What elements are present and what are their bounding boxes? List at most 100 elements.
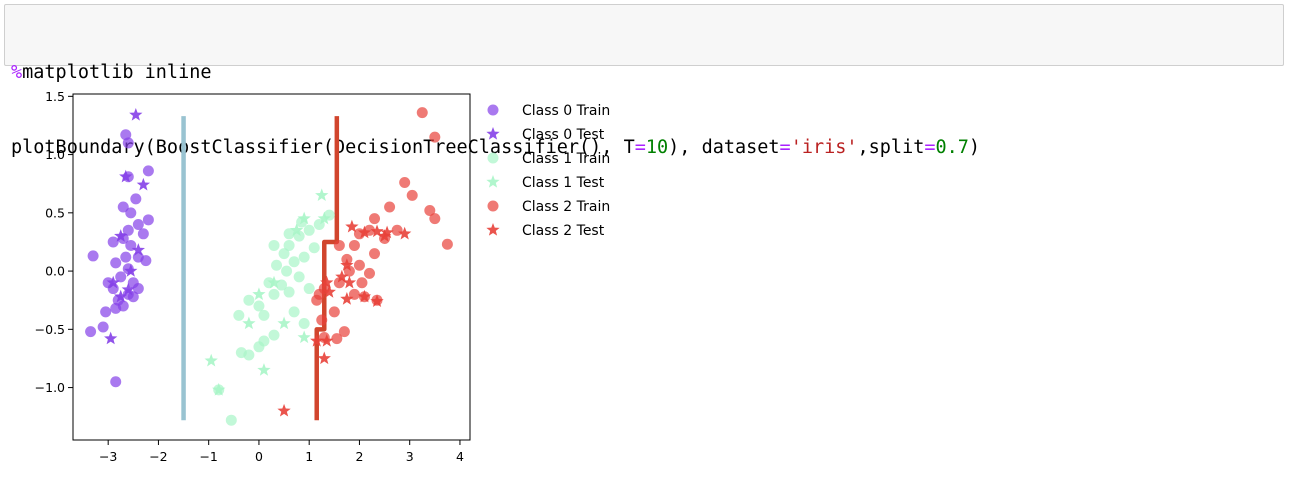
point-class-1-train xyxy=(271,259,283,271)
code-cell[interactable]: %matplotlib inline plotBoundary(BoostCla… xyxy=(4,4,1284,158)
y-tick-label: −0.5 xyxy=(35,322,65,337)
code-punct-1: ), xyxy=(668,137,702,158)
legend-marker xyxy=(486,175,500,188)
point-class-2-train xyxy=(328,306,340,318)
point-class-2-test xyxy=(322,285,336,298)
point-class-2-train xyxy=(363,267,375,279)
point-class-2-train xyxy=(429,131,441,143)
magic-prefix: % xyxy=(11,62,23,83)
x-tick-label: 4 xyxy=(456,449,464,464)
x-tick-label: −2 xyxy=(149,449,167,464)
point-class-2-train xyxy=(441,238,453,250)
code-value-dataset: 'iris' xyxy=(790,137,858,158)
y-axis: −1.0 −0.5 0.0 0.5 1.0 1.5 xyxy=(35,89,73,395)
point-class-1-train xyxy=(278,248,290,260)
point-class-1-train xyxy=(233,309,245,321)
point-class-1-train xyxy=(303,283,315,295)
point-class-1-train xyxy=(308,242,320,254)
y-tick-label: 1.0 xyxy=(45,147,65,162)
decision-boundary-2 xyxy=(314,116,340,421)
point-class-0-train xyxy=(137,228,149,240)
point-class-2-test xyxy=(317,351,331,365)
point-class-1-test xyxy=(289,223,304,236)
point-class-0-test xyxy=(131,243,145,256)
point-class-0-test xyxy=(124,264,138,277)
point-class-0-train xyxy=(100,306,112,318)
point-class-1-train xyxy=(268,329,280,341)
point-class-2-train xyxy=(429,213,441,225)
point-class-2-test xyxy=(370,224,384,238)
point-class-2-test xyxy=(342,275,357,289)
point-class-2-train xyxy=(391,224,403,236)
point-class-2-test xyxy=(380,225,394,239)
point-class-1-train xyxy=(243,349,255,361)
point-class-1-train xyxy=(281,265,293,277)
point-class-0-train xyxy=(110,302,122,314)
code-value-split: 0.7 xyxy=(935,137,969,158)
point-class-0-train xyxy=(142,214,154,226)
point-class-2-test xyxy=(320,275,334,289)
point-class-1-test xyxy=(252,287,266,301)
point-class-1-train xyxy=(268,239,280,251)
point-class-1-train xyxy=(283,228,295,240)
point-class-2-train xyxy=(369,213,381,225)
point-class-0-test xyxy=(114,229,128,242)
x-tick-label: −1 xyxy=(199,449,217,464)
point-class-2-train xyxy=(424,205,436,216)
point-class-1-train xyxy=(283,239,295,251)
point-class-1-train xyxy=(283,286,295,298)
point-class-2-test xyxy=(357,289,372,303)
x-tick-label: −3 xyxy=(99,449,117,464)
x-tick-label: 1 xyxy=(305,449,313,464)
x-tick-label: 2 xyxy=(355,449,363,464)
point-class-2-train xyxy=(333,239,345,251)
y-tick-label: 0.0 xyxy=(45,264,65,279)
point-class-0-train xyxy=(130,193,142,205)
data-points xyxy=(85,107,453,426)
point-class-2-test xyxy=(277,403,291,417)
point-class-2-test xyxy=(398,226,412,240)
point-class-1-test xyxy=(297,330,311,344)
point-class-0-train xyxy=(117,201,129,213)
point-class-1-test xyxy=(277,316,291,330)
point-class-2-test xyxy=(340,258,354,271)
legend-label: Class 1 Train xyxy=(522,151,610,167)
point-class-1-train xyxy=(253,300,265,312)
code-equals-2: = xyxy=(779,137,791,158)
legend-label: Class 2 Train xyxy=(522,199,610,215)
code-kwarg-dataset: dataset xyxy=(701,137,780,158)
legend-label: Class 1 Test xyxy=(522,175,605,191)
point-class-2-test xyxy=(370,294,384,308)
point-class-0-train xyxy=(110,376,122,388)
point-class-2-test xyxy=(340,292,354,305)
point-class-1-test xyxy=(297,211,311,225)
x-tick-label: 0 xyxy=(255,449,263,464)
point-class-1-train xyxy=(288,256,300,268)
point-class-1-test xyxy=(315,188,329,202)
legend-marker xyxy=(487,152,499,164)
code-equals-3: = xyxy=(924,137,936,158)
point-class-2-train xyxy=(313,288,325,300)
legend-label: Class 0 Train xyxy=(522,103,610,119)
point-class-1-test xyxy=(267,275,281,289)
point-class-1-train xyxy=(258,309,270,321)
point-class-1-train xyxy=(243,294,255,306)
point-class-1-train xyxy=(303,224,315,236)
point-class-2-test xyxy=(310,333,324,347)
point-class-0-train xyxy=(87,250,99,262)
point-class-2-test xyxy=(357,225,372,239)
point-class-0-test xyxy=(119,169,133,183)
legend: Class 0 Train Class 0 Test Class 1 Train Cl… xyxy=(486,103,610,239)
point-class-2-train xyxy=(406,189,418,201)
point-class-1-test xyxy=(212,382,226,396)
point-class-2-test xyxy=(377,229,392,242)
point-class-2-train xyxy=(384,201,396,213)
point-class-0-train xyxy=(110,257,122,269)
point-class-2-test xyxy=(335,269,349,283)
point-class-0-test xyxy=(114,289,128,303)
point-class-2-train xyxy=(331,333,343,345)
point-class-0-train xyxy=(107,236,119,248)
point-class-2-train xyxy=(353,259,365,271)
point-class-0-train xyxy=(85,326,97,338)
x-tick-label: 3 xyxy=(406,449,414,464)
